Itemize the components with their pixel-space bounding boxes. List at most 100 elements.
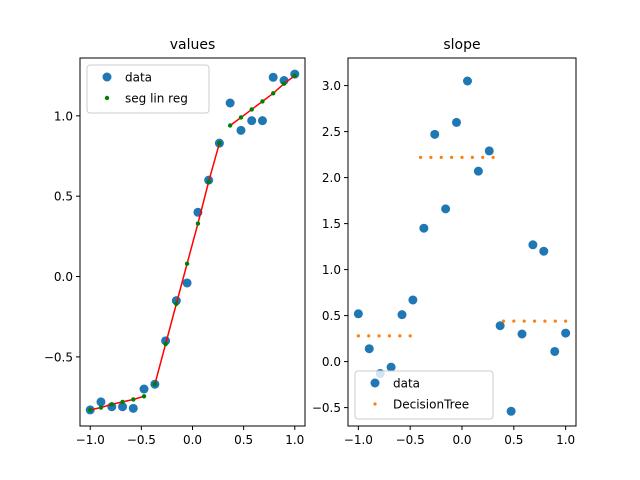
fit-point [131, 397, 136, 402]
fit-point [109, 402, 115, 407]
chart-title: slope [443, 37, 480, 53]
legend-entry-data: data [102, 71, 152, 85]
tree-point [450, 155, 454, 159]
data-point [517, 329, 527, 339]
axis-ticks: −1.0 −0.5 0.0 0.5 1.0 −0.5 0.0 0.5 1.0 [44, 109, 304, 447]
tree-point [564, 319, 568, 323]
tree-point [532, 319, 537, 323]
fit-point [206, 179, 211, 184]
data-point [430, 129, 440, 139]
chart-title: values [170, 37, 216, 53]
tree-point [356, 334, 360, 338]
x-tick-label: 0.0 [452, 433, 471, 447]
y-tick-label: −0.5 [44, 350, 73, 364]
data-point [225, 98, 235, 108]
tree-point [512, 319, 516, 323]
y-tick-label: 0.5 [54, 190, 73, 204]
data-point [236, 125, 246, 135]
legend-marker [370, 378, 380, 388]
axis-ticks: −1.0 −0.5 0.0 0.5 1.0 −0.5 0.0 0.5 1.0 1.5 2.0 2.5 3… [312, 79, 575, 447]
legend-entry-decisiontree: DecisionTree [373, 398, 469, 412]
x-tick-label: 0.0 [183, 433, 202, 447]
fit-point [152, 382, 158, 387]
data-point [118, 402, 128, 412]
legend-marker [373, 402, 377, 406]
data-point [484, 146, 494, 156]
legend-label: seg lin reg [125, 92, 188, 106]
tree-point [398, 334, 402, 338]
fit-point [227, 123, 233, 128]
x-tick-label: 1.0 [556, 433, 575, 447]
legend-entry-seg-lin-reg: seg lin reg [104, 92, 188, 106]
data-point [247, 116, 257, 126]
tree-point [481, 155, 485, 159]
fit-point [292, 73, 297, 78]
data-point [171, 296, 181, 306]
y-tick-label: 3.0 [322, 79, 341, 93]
fit-point [217, 140, 222, 146]
data-point [441, 204, 451, 214]
tree-point [543, 319, 547, 323]
fit-point [174, 301, 179, 307]
fit-point [141, 394, 147, 399]
panel-values: values −1.0 −0.5 0.0 0.5 1.0 −0.5 0.0 0.5 1.0 da… [44, 37, 306, 447]
data-point [386, 362, 396, 372]
y-tick-label: 2.0 [322, 171, 341, 185]
data-point [364, 344, 374, 354]
data-point [161, 336, 171, 346]
data-point [462, 76, 472, 86]
x-tick-label: −0.5 [127, 433, 156, 447]
tree-point [418, 155, 423, 159]
fit-point [260, 99, 265, 104]
tree-point [429, 155, 433, 159]
legend: data seg lin reg [86, 64, 210, 114]
data-point [550, 346, 560, 356]
y-tick-label: 1.0 [54, 109, 73, 123]
x-tick-label: 1.0 [285, 433, 304, 447]
legend-marker [104, 95, 110, 101]
fit-point [88, 407, 93, 413]
y-tick-label: 1.5 [322, 217, 341, 231]
fit-point [163, 341, 168, 347]
data-point [182, 278, 192, 288]
axes-frame [79, 57, 306, 427]
plot-marks [85, 69, 300, 415]
tree-point [367, 334, 371, 338]
y-tick-label: 0.0 [54, 270, 73, 284]
tree-point [460, 155, 464, 159]
y-tick-label: 0.5 [322, 309, 341, 323]
y-tick-label: 2.5 [322, 125, 341, 139]
y-tick-label: −0.5 [312, 401, 341, 415]
tree-point [491, 155, 495, 159]
data-point [408, 295, 418, 305]
data-point [473, 166, 483, 176]
legend-label: DecisionTree [393, 398, 469, 412]
data-point [96, 397, 106, 407]
y-tick-label: 0.0 [322, 355, 341, 369]
data-point [539, 246, 549, 256]
tree-point [439, 155, 443, 159]
data-point [419, 223, 429, 233]
legend-box [354, 370, 494, 420]
axes-frame [347, 57, 577, 427]
tree-point [387, 334, 392, 338]
data-point [397, 310, 407, 320]
fit-point [249, 107, 254, 112]
x-tick-label: 0.5 [504, 433, 523, 447]
x-tick-label: −1.0 [344, 433, 373, 447]
data-point [353, 309, 363, 319]
tree-point [553, 319, 557, 323]
fit-point [281, 81, 287, 86]
panel-slope: slope −1.0 −0.5 0.0 0.5 1.0 −0.5 0.0 0.5 1.0 1.5 2… [312, 37, 577, 447]
plot-marks [353, 76, 571, 416]
fit-point [184, 261, 190, 266]
data-point [128, 403, 138, 413]
data-point [139, 384, 149, 394]
legend-label: data [393, 377, 420, 391]
legend-entry-data: data [370, 377, 420, 391]
legend-box [86, 64, 210, 114]
data-point [257, 116, 267, 126]
data-point [268, 72, 278, 82]
data-point [452, 117, 462, 127]
